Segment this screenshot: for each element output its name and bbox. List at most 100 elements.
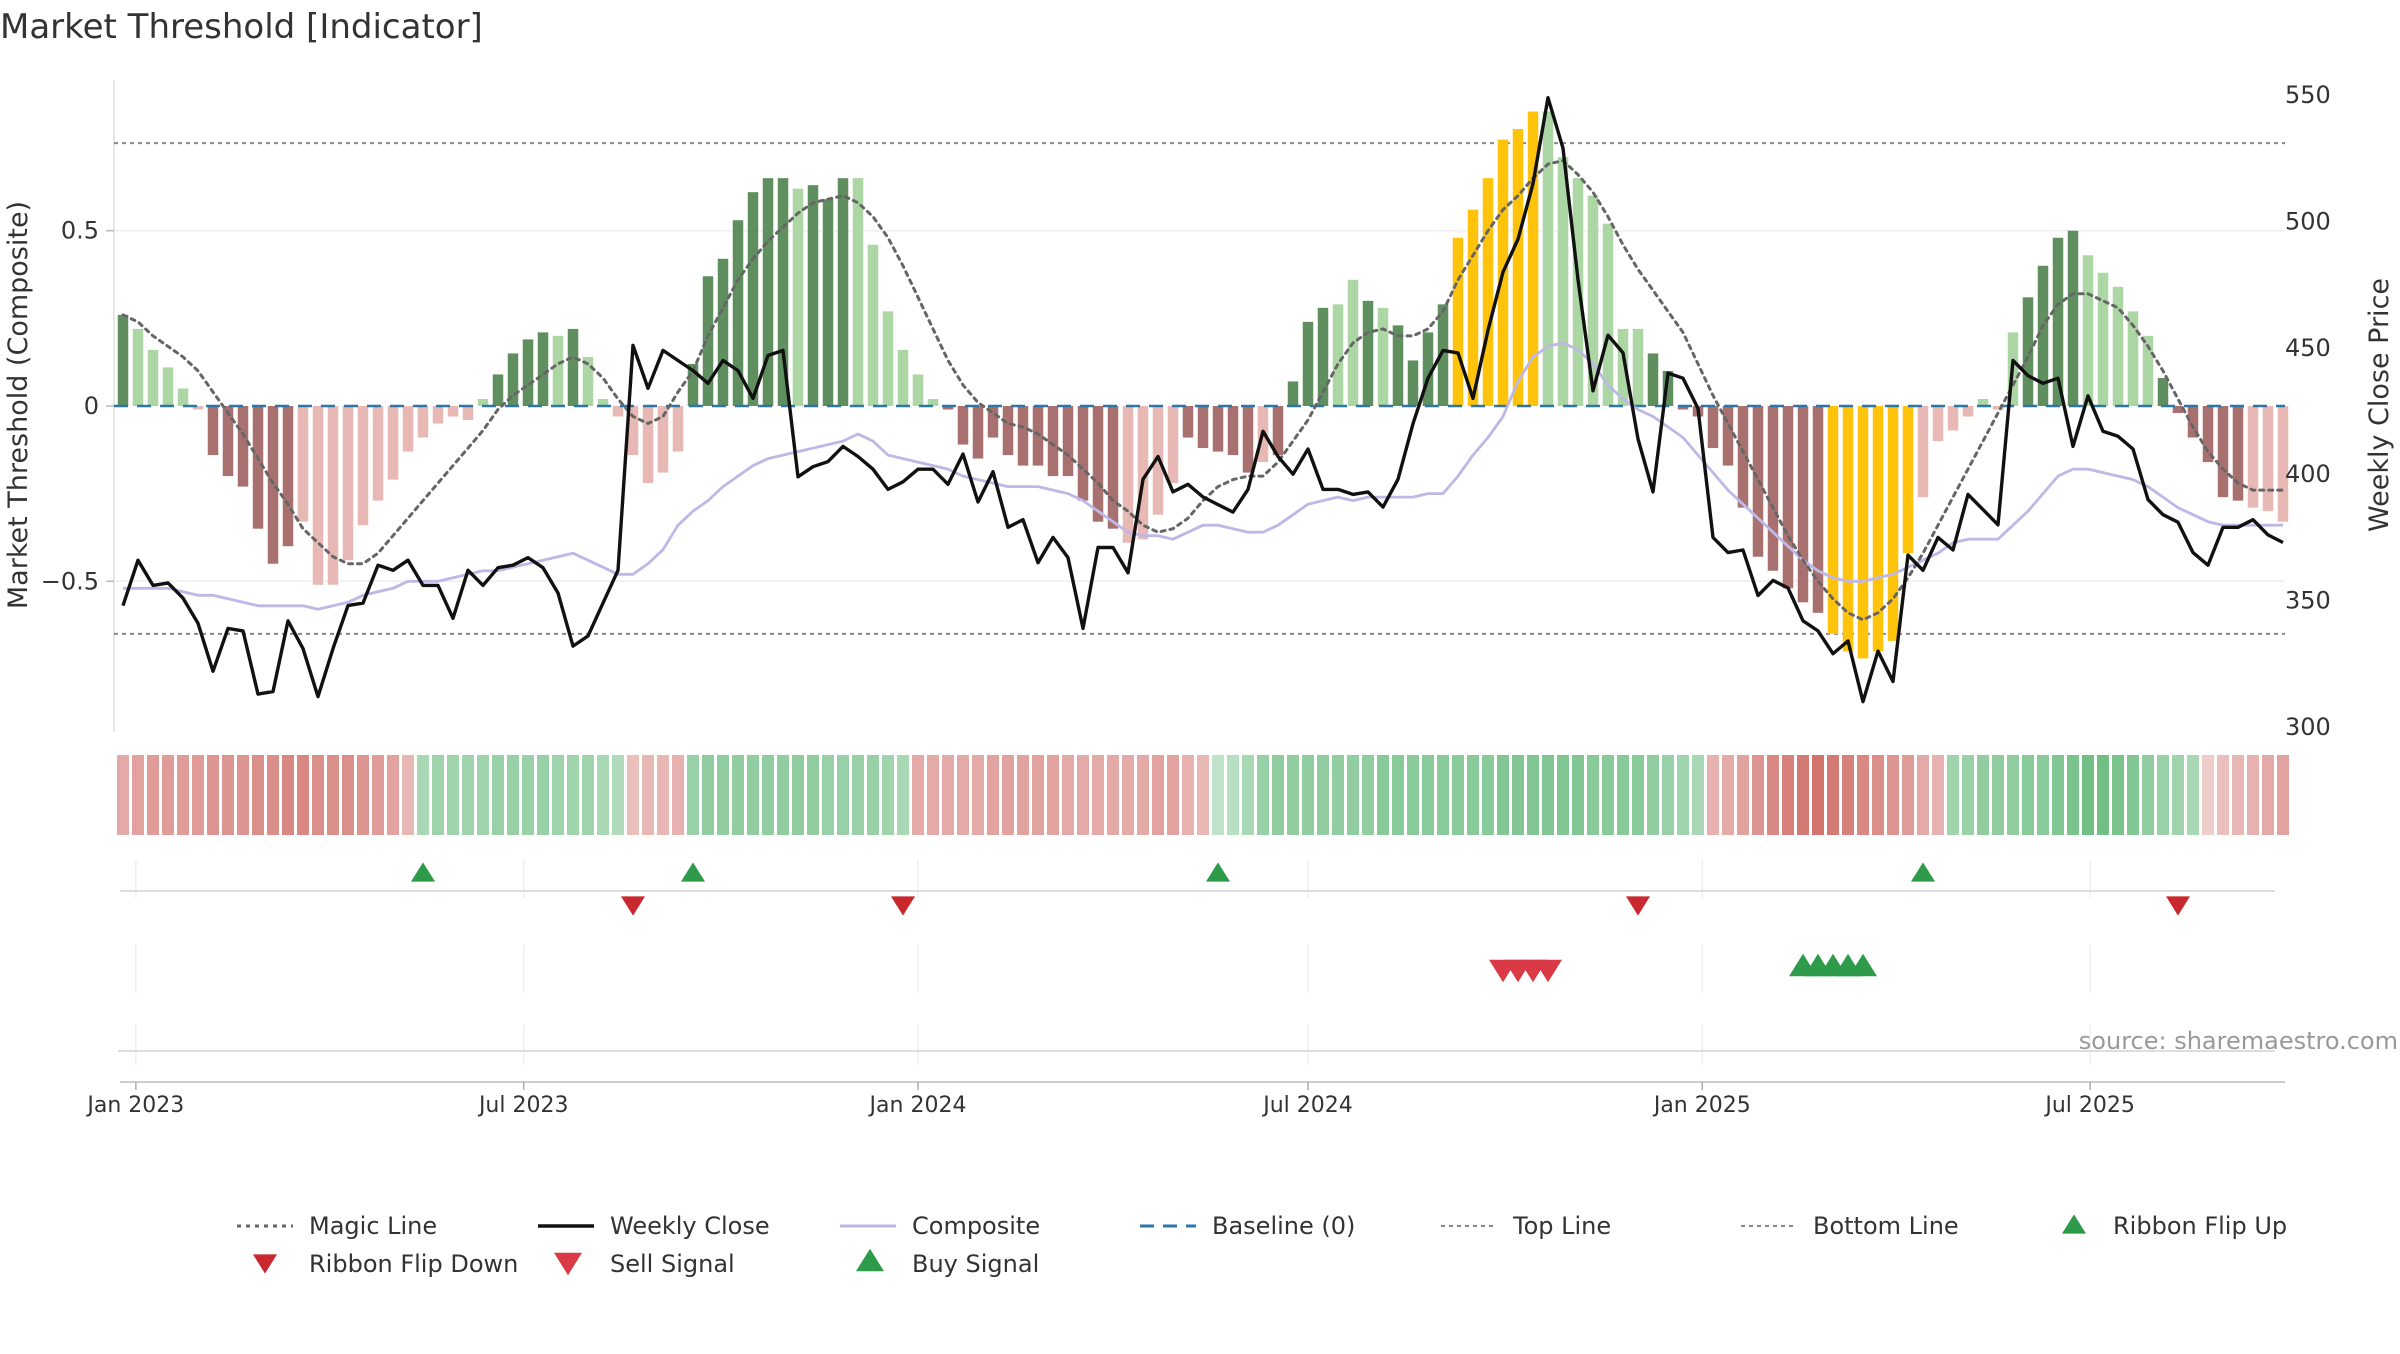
threshold-bar (912, 374, 924, 406)
threshold-bar (702, 276, 714, 406)
threshold-bar (1407, 360, 1419, 406)
ribbon-cell (282, 755, 294, 835)
threshold-bar (942, 406, 954, 410)
ribbon-cell (1527, 755, 1539, 835)
ribbon-cell (1362, 755, 1374, 835)
ribbon-cell (1632, 755, 1644, 835)
ribbon-cell (1797, 755, 1809, 835)
ribbon-cell (1002, 755, 1014, 835)
ribbon-cell (1707, 755, 1719, 835)
ribbon-cell (1992, 755, 2004, 835)
ribbon-cell (252, 755, 264, 835)
threshold-bar (717, 258, 729, 406)
ribbon-cell (507, 755, 519, 835)
threshold-bar (192, 406, 204, 410)
ribbon-cell (987, 755, 999, 835)
threshold-bar (867, 244, 879, 406)
ribbon-cell (177, 755, 189, 835)
ribbon-cell (522, 755, 534, 835)
threshold-bar (657, 406, 669, 473)
legend-close-label: Weekly Close (610, 1212, 770, 1240)
threshold-bar (1287, 381, 1299, 406)
threshold-bar (147, 349, 159, 406)
threshold-bar (1587, 195, 1599, 406)
ribbon-cell (852, 755, 864, 835)
ribbon-cell (402, 755, 414, 835)
legend: Magic Line Weekly Close Composite Baseline … (237, 1212, 2287, 1278)
ribbon-flip-down-marker (891, 896, 915, 916)
ribbon-cell (2037, 755, 2049, 835)
ribbon-cell (1932, 755, 1944, 835)
threshold-bar (1827, 406, 1839, 634)
ribbon-cell (762, 755, 774, 835)
ribbon-cell (732, 755, 744, 835)
threshold-bar (1317, 307, 1329, 406)
ribbon-cell (1977, 755, 1989, 835)
threshold-bar (2187, 406, 2199, 438)
legend-buy-label: Buy Signal (912, 1250, 1039, 1278)
threshold-bar (2232, 406, 2244, 501)
ribbon-cell (597, 755, 609, 835)
ribbon-cell (1902, 755, 1914, 835)
threshold-bar (612, 406, 624, 417)
ribbon-cell (2277, 755, 2289, 835)
threshold-bar (567, 328, 579, 406)
threshold-bar (987, 406, 999, 438)
ribbon-cell (747, 755, 759, 835)
ribbon-cell (552, 755, 564, 835)
threshold-bar (1047, 406, 1059, 477)
threshold-bar (1392, 325, 1404, 406)
right-tick-label: 400 (2285, 460, 2331, 488)
ribbon-cell (927, 755, 939, 835)
threshold-bar (2262, 406, 2274, 512)
threshold-bar (417, 406, 429, 438)
ribbon-cell (447, 755, 459, 835)
threshold-bar (582, 356, 594, 406)
threshold-bar (1227, 406, 1239, 456)
ribbon-cell (1167, 755, 1179, 835)
threshold-bar (957, 406, 969, 445)
main-plot-panel: 0.5 0 −0.5 550 500 450 400 350 300 Market Thres… (3, 80, 2395, 741)
threshold-bar (1842, 406, 1854, 652)
ribbon-cell (1137, 755, 1149, 835)
threshold-bar (1197, 406, 1209, 449)
ribbon-cell (492, 755, 504, 835)
ribbon-cell (1722, 755, 1734, 835)
threshold-bar (357, 406, 369, 526)
threshold-bar (1992, 406, 2004, 410)
legend-sell-label: Sell Signal (610, 1250, 735, 1278)
ribbon-cell (2127, 755, 2139, 835)
ribbon-cell (387, 755, 399, 835)
threshold-bar (1302, 321, 1314, 406)
threshold-bar (2217, 406, 2229, 498)
threshold-bar (1962, 406, 1974, 417)
ribbon-cell (1092, 755, 1104, 835)
ribbon-cell (1647, 755, 1659, 835)
series-lines (121, 95, 2285, 704)
ribbon-cell (1452, 755, 1464, 835)
ribbon-cell (1872, 755, 1884, 835)
threshold-bar (1107, 406, 1119, 529)
ribbon-cell (612, 755, 624, 835)
ribbon-cell (1257, 755, 1269, 835)
ribbon-cell (1602, 755, 1614, 835)
ribbon-cell (1692, 755, 1704, 835)
threshold-bar (1947, 406, 1959, 431)
ribbon-cell (1767, 755, 1779, 835)
ribbon-cell (477, 755, 489, 835)
ribbon-cell (687, 755, 699, 835)
ribbon-cell (2097, 755, 2109, 835)
threshold-bar (1377, 307, 1389, 406)
ribbon-cell (1287, 755, 1299, 835)
ribbon-cell (1152, 755, 1164, 835)
right-tick-label: 350 (2285, 587, 2331, 615)
ribbon-cell (1197, 755, 1209, 835)
ribbon-cell (1617, 755, 1629, 835)
legend-buy-swatch (856, 1248, 884, 1272)
threshold-bar (1482, 178, 1494, 406)
legend-bottom-label: Bottom Line (1813, 1212, 1959, 1240)
ribbon-cell (1827, 755, 1839, 835)
x-tick-label: Jan 2024 (868, 1093, 967, 1118)
ribbon-cell (2262, 755, 2274, 835)
threshold-bar (1662, 370, 1674, 406)
